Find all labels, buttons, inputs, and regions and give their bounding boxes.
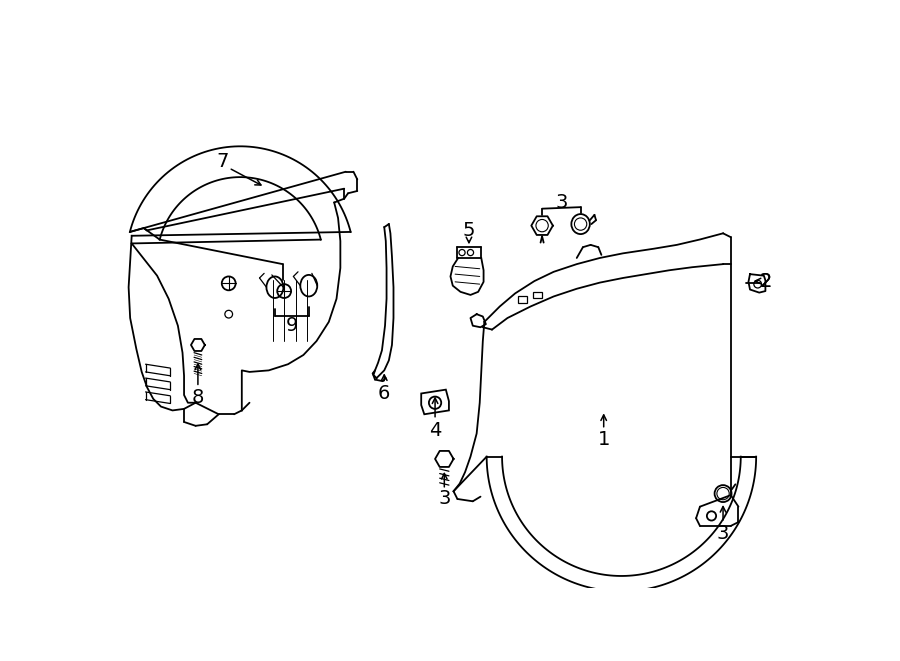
Text: 8: 8 [192, 388, 204, 407]
Bar [518, 297, 527, 303]
Text: 1: 1 [598, 430, 610, 449]
Text: 9: 9 [285, 316, 298, 335]
Text: 7: 7 [216, 152, 229, 171]
Text: 3: 3 [438, 489, 451, 508]
Text: 6: 6 [378, 384, 391, 403]
Bar [533, 292, 542, 298]
Text: 2: 2 [760, 272, 771, 291]
Text: 2: 2 [760, 272, 771, 291]
Text: 3: 3 [717, 524, 729, 543]
Text: 3: 3 [555, 193, 568, 212]
Text: 5: 5 [463, 221, 475, 240]
Text: 4: 4 [429, 421, 441, 440]
